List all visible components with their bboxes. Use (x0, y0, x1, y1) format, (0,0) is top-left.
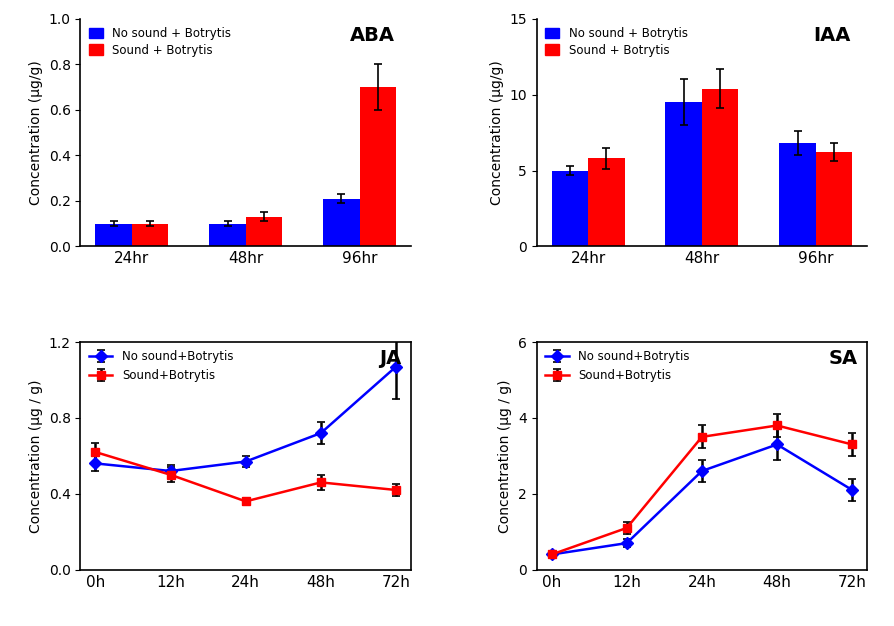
Bar (96, 223, 132, 247)
Text: SA: SA (828, 349, 857, 368)
Legend: No sound+Botrytis, Sound+Botrytis: No sound+Botrytis, Sound+Botrytis (540, 346, 694, 387)
Bar (132, 223, 168, 247)
Y-axis label: Concentration (μg/g): Concentration (μg/g) (30, 60, 43, 205)
Y-axis label: Concentration (μg / g): Concentration (μg / g) (30, 379, 43, 533)
Bar (815, 152, 852, 247)
Text: ABA: ABA (350, 26, 394, 44)
Bar (246, 217, 283, 247)
Bar (780, 143, 815, 247)
Bar (359, 87, 396, 247)
Legend: No sound + Botrytis, Sound + Botrytis: No sound + Botrytis, Sound + Botrytis (84, 23, 236, 61)
Bar (588, 158, 625, 247)
Text: IAA: IAA (814, 26, 851, 44)
Bar (552, 170, 588, 247)
Text: JA: JA (379, 349, 401, 368)
Legend: No sound + Botrytis, Sound + Botrytis: No sound + Botrytis, Sound + Botrytis (540, 23, 692, 61)
Legend: No sound+Botrytis, Sound+Botrytis: No sound+Botrytis, Sound+Botrytis (84, 346, 238, 387)
Bar (209, 223, 246, 247)
Bar (702, 89, 738, 247)
Y-axis label: Concentration (μg/g): Concentration (μg/g) (490, 60, 503, 205)
Bar (323, 198, 359, 247)
Y-axis label: Concentration (μg / g): Concentration (μg / g) (499, 379, 512, 533)
Bar (665, 102, 702, 247)
